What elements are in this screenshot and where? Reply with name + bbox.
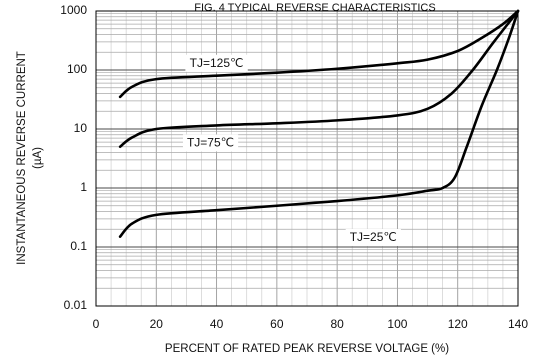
x-tick-label: 100 [387,317,407,331]
x-tick-label: 60 [270,317,284,331]
series-labels: TJ=125℃ TJ=75℃ TJ=25℃ [182,54,401,246]
x-tick-label: 140 [508,317,528,331]
series-label-background [182,134,239,152]
x-tick-label: 40 [210,317,224,331]
chart-title: FIG. 4 TYPICAL REVERSE CHARACTERISTICS [194,2,435,14]
tick-labels: 0 20 40 60 80 100 120 140 0.01 0.1 1 10 100 1000 [60,3,528,331]
x-tick-label: 20 [150,317,164,331]
series-label-0: TJ=125℃ [190,56,244,70]
y-axis-unit: (µA) [32,147,44,169]
series-label-1: TJ=75℃ [187,136,234,150]
series-label-2: TJ=25℃ [350,230,397,244]
y-axis-title: INSTANTANEOUS REVERSE CURRENT [16,51,28,265]
y-tick-label: 0.01 [64,298,88,312]
series-line-0 [118,9,520,99]
series-group [118,9,520,238]
series-label-background [185,54,248,72]
x-tick-label: 80 [330,317,344,331]
series-line-2 [118,9,520,238]
y-tick-label: 1000 [60,3,87,17]
series-line-1 [118,9,520,149]
y-tick-label: 1 [80,180,87,194]
x-tick-label: 0 [93,317,100,331]
y-tick-label: 0.1 [70,239,87,253]
y-tick-label: 100 [67,62,87,76]
x-tick-label: 120 [448,317,468,331]
plot-frame [95,10,519,307]
y-tick-label: 10 [74,121,88,135]
series-label-background [345,228,401,246]
x-axis-title: PERCENT OF RATED PEAK REVERSE VOLTAGE (%… [165,343,449,355]
